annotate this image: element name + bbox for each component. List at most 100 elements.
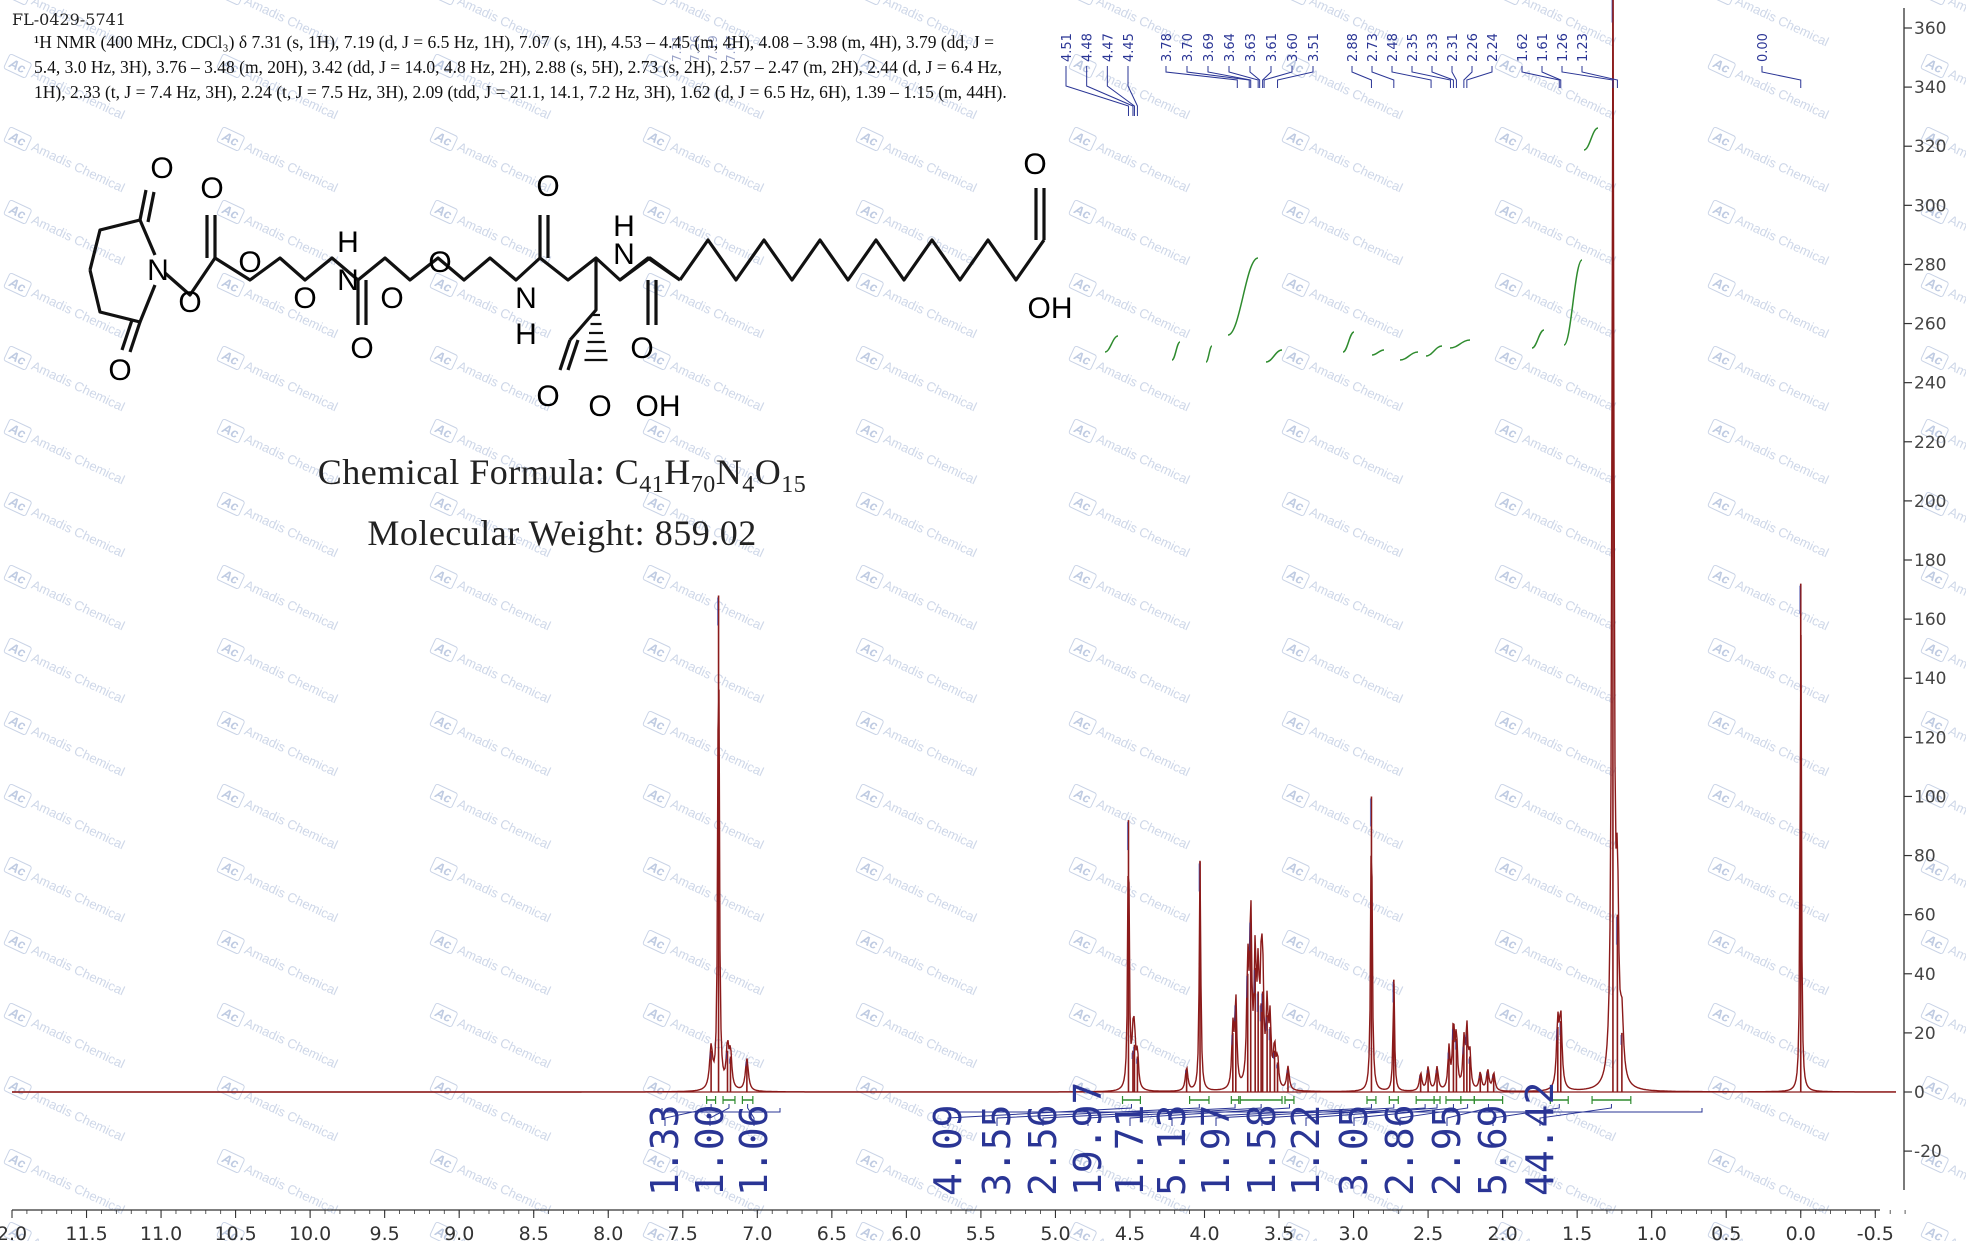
integral-leader [1539, 1104, 1612, 1126]
peak-label: 4.48 [1081, 33, 1096, 62]
integral-curve [1449, 339, 1471, 349]
fatty-chain [678, 238, 1046, 282]
compound-info: Chemical Formula: C41H70N4O15 Molecular … [262, 448, 862, 557]
y-axis-tick-label: 40 [1914, 965, 1936, 985]
peak-label-leader [1431, 66, 1454, 88]
peak-label-leader [1228, 66, 1259, 88]
peak-label: 0.00 [1756, 33, 1771, 62]
hydroxyl-group: OH [636, 390, 681, 423]
x-axis-tick-label: 0.0 [1786, 1223, 1816, 1241]
oxygen-atom: O [238, 246, 261, 279]
formula-part: C [614, 452, 640, 492]
integral-leader [1215, 1104, 1395, 1126]
integral-value: 1.06 [732, 1104, 776, 1196]
integral-leader [664, 1104, 712, 1126]
carbonyl-bond [128, 321, 142, 353]
peak-label-leader [1086, 66, 1134, 116]
y-axis-tick-label: -20 [1914, 1142, 1942, 1162]
integral-curve [1342, 331, 1355, 353]
integral-curve [1171, 341, 1181, 361]
peak-label: 1.23 [1576, 33, 1591, 62]
formula-value: C41H70N4O15 [614, 452, 807, 498]
oxygen-atom: O [1023, 148, 1046, 181]
carbonyl-bond [120, 319, 134, 351]
mw-label: Molecular Weight: [367, 513, 655, 553]
peak-label-leader [1065, 66, 1129, 116]
y-axis-tick-label: 0 [1914, 1083, 1925, 1103]
y-axis-tick-label: 220 [1914, 433, 1946, 453]
y-axis-tick-label: 100 [1914, 787, 1946, 807]
x-axis-tick-label: 3.0 [1338, 1223, 1368, 1241]
x-axis-tick-label: 4.5 [1115, 1223, 1145, 1241]
molecular-weight: Molecular Weight: 859.02 [262, 509, 862, 557]
x-axis-tick-label: 1.5 [1562, 1223, 1592, 1241]
hydroxyl-group: OH [1028, 292, 1073, 325]
integral-value: 5.13 [1150, 1104, 1194, 1196]
y-axis-tick-label: 80 [1914, 847, 1936, 867]
integral-value: 44.42 [1518, 1082, 1562, 1196]
peak-label: 1.62 [1516, 33, 1531, 62]
peak-label-leader [1165, 66, 1238, 88]
integral-leader [1171, 1104, 1372, 1126]
integral-value: 5.69 [1471, 1104, 1515, 1196]
y-axis-tick-label: 320 [1914, 137, 1946, 157]
x-axis-tick-label: 8.5 [519, 1223, 549, 1241]
peak-label: 3.78 [1160, 33, 1175, 62]
peak-label-aromatic: 7.07 [724, 35, 738, 62]
amide [619, 256, 681, 282]
peak-label-leader [1761, 66, 1802, 88]
peak-label-leader [1466, 66, 1493, 88]
peak-label-leader [1207, 66, 1252, 88]
integral-curve [1425, 345, 1443, 357]
peak-label-leader [1127, 66, 1138, 116]
oxygen-atom: O [588, 390, 611, 423]
integral-curve [1399, 351, 1419, 361]
oxygen-atom: O [536, 380, 559, 413]
integral-leader [947, 1104, 1132, 1126]
integral-value: 2.95 [1425, 1104, 1469, 1196]
y-axis-tick-label: 140 [1914, 669, 1946, 689]
y-axis-tick-label: 300 [1914, 196, 1946, 216]
x-axis-tick-label: 8.0 [593, 1223, 623, 1241]
integral-curve [1583, 127, 1599, 151]
integral-value: 2.56 [1021, 1104, 1065, 1196]
x-axis-tick-label: -0.5 [1857, 1223, 1894, 1241]
carbonyl-bond [146, 191, 156, 223]
peak-label: 1.26 [1556, 33, 1571, 62]
formula-part: H [664, 452, 691, 492]
peak-label-leader [1249, 66, 1261, 88]
formula-part: 15 [781, 472, 807, 498]
peak-label: 2.26 [1466, 33, 1481, 62]
integral-leader [1087, 1104, 1262, 1126]
integral-leader [1129, 1104, 1290, 1126]
x-axis-tick-label: 1.0 [1637, 1223, 1667, 1241]
peak-label-leader [1277, 66, 1314, 88]
integral-curve [1265, 349, 1283, 363]
x-axis-tick-label: 6.0 [891, 1223, 921, 1241]
integral-value: 2.86 [1378, 1104, 1422, 1196]
x-axis-tick-label: 10.5 [214, 1223, 256, 1241]
x-axis-tick-label: 11.0 [140, 1223, 182, 1241]
peak-label: 3.61 [1265, 33, 1280, 62]
x-axis-tick-label: 6.5 [817, 1223, 847, 1241]
formula-part: N [715, 452, 743, 492]
peak-label: 4.45 [1122, 33, 1137, 62]
peak-label-aromatic: 7.19 [706, 35, 720, 62]
main-chain [163, 256, 681, 297]
integral-curve [1371, 349, 1385, 356]
formula-part: 70 [690, 472, 716, 498]
nmr-description: ¹H NMR (400 MHz, CDCl₃) δ 7.31 (s, 1H), … [34, 32, 1007, 102]
x-axis-tick-label: 5.5 [966, 1223, 996, 1241]
integral-value: 3.55 [975, 1104, 1019, 1196]
x-axis-tick-label: 11.5 [65, 1223, 107, 1241]
succinimide-ring [88, 218, 157, 271]
nitrogen-atom: N [515, 282, 537, 315]
x-axis-tick-label: 9.5 [370, 1223, 400, 1241]
integral-value: 1.22 [1284, 1104, 1328, 1196]
y-axis-tick-label: 180 [1914, 551, 1946, 571]
carbonyl-bond [558, 339, 572, 371]
peak-label: 3.64 [1223, 33, 1238, 62]
sample-id: FL-0429-5741 [12, 10, 126, 29]
